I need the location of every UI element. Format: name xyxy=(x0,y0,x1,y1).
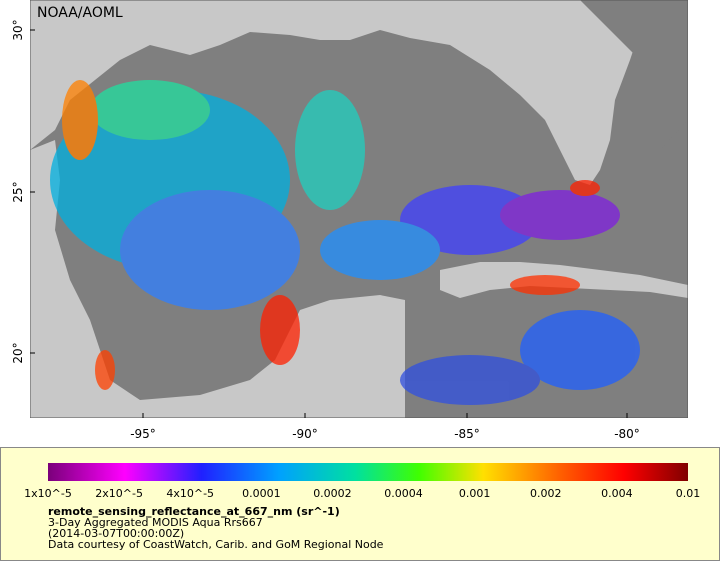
colorbar-label: 2x10^-5 xyxy=(95,487,143,500)
atlantic xyxy=(580,0,688,150)
lat-label: 25° xyxy=(11,181,25,202)
colorbar-label: 4x10^-5 xyxy=(166,487,214,500)
credit: NOAA/AOML xyxy=(37,5,123,21)
colorbar-label: 0.002 xyxy=(530,487,562,500)
lon-label: -85° xyxy=(454,427,480,441)
colorbar-label: 0.001 xyxy=(459,487,491,500)
colorbar-labels: 1x10^-5 2x10^-5 4x10^-5 0.0001 0.0002 0.0004 0… xyxy=(24,487,700,500)
colorbar-label: 0.01 xyxy=(676,487,701,500)
colorbar-label: 0.0001 xyxy=(242,487,281,500)
colorbar xyxy=(48,463,688,481)
axes: 30° 25° 20° -95° -90° -85° -80° xyxy=(11,19,640,441)
legend-line: 3-Day Aggregated MODIS Aqua Rrs667 xyxy=(48,516,263,529)
legend-line: Data courtesy of CoastWatch, Carib. and … xyxy=(48,538,384,551)
colorbar-label: 1x10^-5 xyxy=(24,487,72,500)
colorbar-label: 0.0002 xyxy=(313,487,352,500)
lat-label: 20° xyxy=(11,342,25,363)
lat-label: 30° xyxy=(11,19,25,40)
lon-label: -95° xyxy=(130,427,156,441)
lon-label: -90° xyxy=(292,427,318,441)
map-area xyxy=(30,0,688,418)
lon-label: -80° xyxy=(614,427,640,441)
reflectance-field xyxy=(50,80,640,405)
legend-line: (2014-03-07T00:00:00Z) xyxy=(48,527,184,540)
land xyxy=(30,0,688,185)
legend-variable: remote_sensing_reflectance_at_667_nm (sr… xyxy=(48,505,340,518)
colorbar-label: 0.004 xyxy=(601,487,633,500)
colorbar-label: 0.0004 xyxy=(384,487,423,500)
land xyxy=(30,140,405,418)
